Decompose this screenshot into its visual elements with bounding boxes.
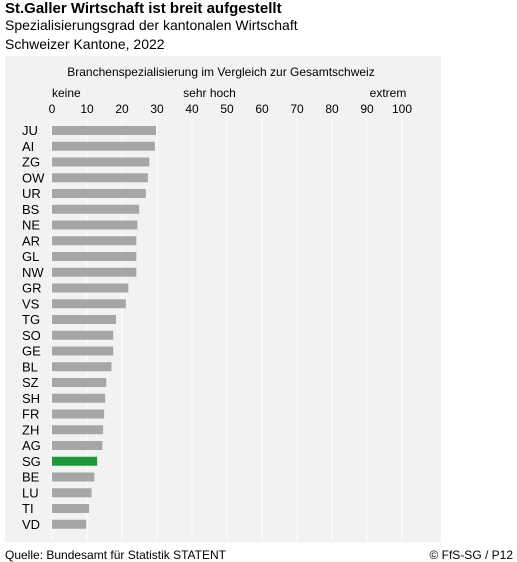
bar <box>52 346 114 356</box>
x-tick-label: 40 <box>185 102 199 116</box>
bar <box>52 409 105 419</box>
x-tick-label: 50 <box>220 102 234 116</box>
category-label: NW <box>22 265 44 280</box>
category-label: OW <box>22 170 45 185</box>
scale-label: sehr hoch <box>183 86 236 100</box>
bar <box>52 141 155 151</box>
source-note: Quelle: Bundesamt für Statistik STATENT <box>5 548 226 562</box>
x-tick-label: 10 <box>80 102 94 116</box>
category-label: VS <box>22 296 40 311</box>
x-tick-label: 60 <box>255 102 269 116</box>
category-label: TI <box>22 501 34 516</box>
bar <box>52 189 146 198</box>
bar <box>52 299 126 309</box>
category-label: ZH <box>22 422 39 437</box>
bar <box>52 488 92 498</box>
bar <box>52 362 112 372</box>
category-label: GL <box>22 249 39 264</box>
category-label: SG <box>22 454 41 469</box>
chart-title: St.Galler Wirtschaft ist breit aufgestel… <box>5 0 282 17</box>
category-label: BE <box>22 470 40 485</box>
bar <box>52 378 107 387</box>
x-tick-label: 100 <box>392 102 412 116</box>
x-tick-label: 70 <box>290 102 304 116</box>
bar <box>52 252 137 261</box>
x-tick-label: 90 <box>360 102 374 116</box>
category-label: GE <box>22 344 41 359</box>
category-label: SZ <box>22 375 39 390</box>
bar <box>52 504 90 513</box>
bar <box>52 472 95 482</box>
bar <box>52 456 98 466</box>
x-tick-label: 80 <box>325 102 339 116</box>
category-label: UR <box>22 186 41 201</box>
bar <box>52 126 156 135</box>
bar <box>52 220 138 230</box>
scale-label: keine <box>52 86 81 100</box>
bar <box>52 393 106 403</box>
x-tick-label: 20 <box>115 102 129 116</box>
bar <box>52 283 129 293</box>
category-label: BL <box>22 359 38 374</box>
bar <box>52 315 117 324</box>
category-label: VD <box>22 517 40 532</box>
category-label: AR <box>22 233 40 248</box>
category-label: LU <box>22 485 39 500</box>
category-label: GR <box>22 281 42 296</box>
bar <box>52 425 104 435</box>
x-tick-label: 30 <box>150 102 164 116</box>
x-tick-label: 0 <box>49 102 56 116</box>
panel-title: Branchenspezialisierung im Vergleich zur… <box>67 65 374 79</box>
category-label: FR <box>22 407 39 422</box>
category-label: BS <box>22 202 40 217</box>
category-label: ZG <box>22 155 40 170</box>
category-label: TG <box>22 312 40 327</box>
bar <box>52 267 137 277</box>
bar <box>52 330 114 340</box>
category-label: SH <box>22 391 40 406</box>
bar <box>52 441 103 450</box>
bar <box>52 157 150 167</box>
bar <box>52 173 148 183</box>
category-label: AI <box>22 139 34 154</box>
category-label: SO <box>22 328 41 343</box>
category-label: JU <box>22 123 38 138</box>
chart-subtitle: Spezialisierungsgrad der kantonalen Wirt… <box>5 17 298 33</box>
copyright-note: © FfS-SG / P12 <box>429 548 513 562</box>
category-label: AG <box>22 438 41 453</box>
scale-label: extrem <box>370 86 407 100</box>
category-label: NE <box>22 218 40 233</box>
chart-subtitle-2: Schweizer Kantone, 2022 <box>5 36 165 52</box>
bar <box>52 236 137 246</box>
bar <box>52 519 87 529</box>
bar <box>52 204 140 214</box>
